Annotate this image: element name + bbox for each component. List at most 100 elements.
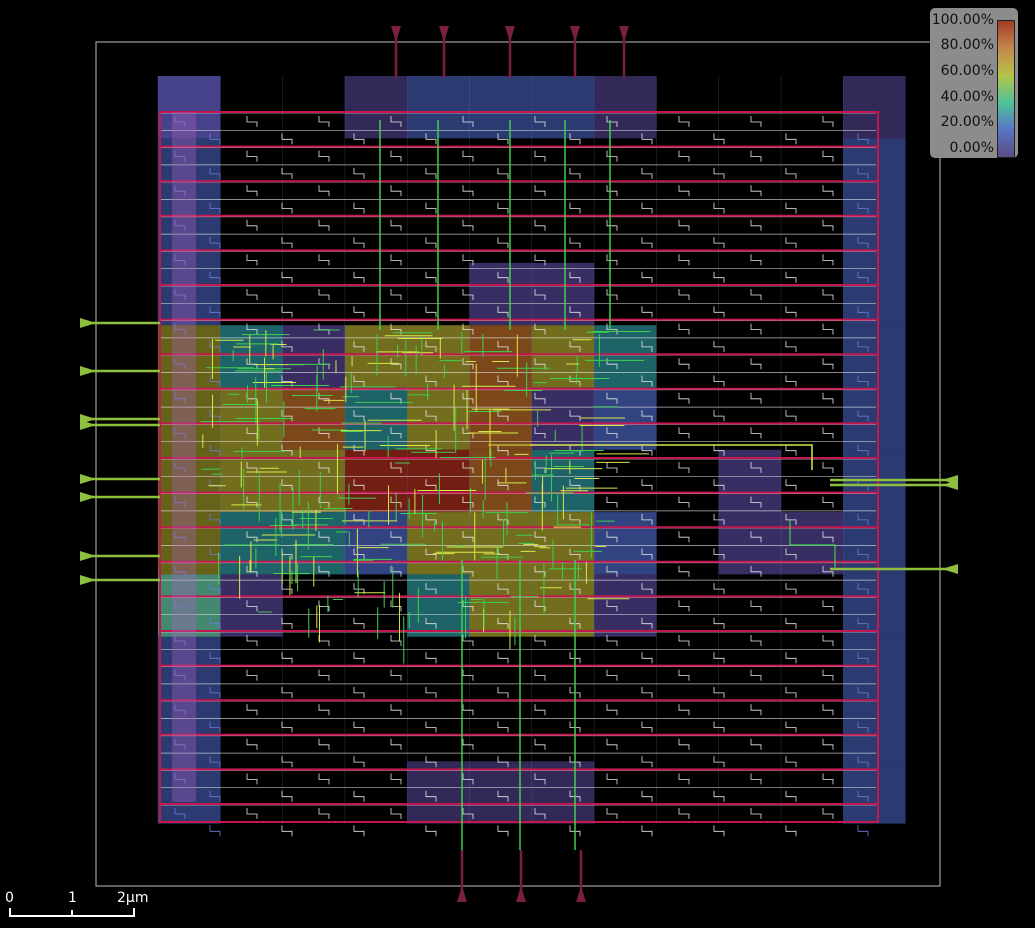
cell-glyph bbox=[462, 254, 474, 266]
heat-tile bbox=[531, 387, 595, 450]
top-pin-arrow bbox=[570, 26, 580, 42]
cell-glyph bbox=[353, 686, 365, 698]
cell-glyph bbox=[281, 306, 293, 318]
cell-glyph bbox=[209, 825, 221, 837]
legend-label: 20.00% bbox=[940, 114, 994, 130]
cell-glyph bbox=[353, 790, 365, 802]
cell-glyph bbox=[534, 150, 546, 162]
cell-glyph bbox=[281, 756, 293, 768]
cell-glyph bbox=[174, 185, 186, 197]
cell-glyph bbox=[713, 133, 725, 145]
cell-glyph bbox=[281, 167, 293, 179]
heat-tile bbox=[843, 699, 906, 762]
cell-glyph bbox=[785, 133, 797, 145]
cell-glyph bbox=[425, 652, 437, 664]
cell-glyph bbox=[281, 790, 293, 802]
bottom-pin-arrow bbox=[516, 886, 526, 902]
cell-glyph bbox=[281, 513, 293, 525]
cell-glyph bbox=[641, 617, 653, 629]
cell-glyph bbox=[641, 479, 653, 491]
input-pin-arrow bbox=[80, 318, 96, 328]
heat-tile bbox=[594, 325, 657, 388]
cell-glyph bbox=[678, 565, 690, 577]
cell-glyph bbox=[318, 185, 330, 197]
heat-tile bbox=[158, 387, 221, 450]
heat-tile bbox=[407, 512, 470, 575]
cell-glyph bbox=[390, 219, 402, 231]
cell-glyph bbox=[822, 738, 834, 750]
heatmap-legend: 100.00% 80.00% 60.00% 40.00% 20.00% 0.00… bbox=[930, 8, 1018, 158]
cell-glyph bbox=[353, 167, 365, 179]
cell-glyph bbox=[606, 773, 618, 785]
cell-glyph bbox=[246, 808, 258, 819]
cell-glyph bbox=[246, 358, 258, 370]
cell-glyph bbox=[497, 410, 509, 422]
cell-glyph bbox=[353, 721, 365, 733]
heat-tile bbox=[407, 387, 470, 450]
cell-glyph bbox=[209, 202, 221, 214]
cell-glyph bbox=[462, 600, 474, 612]
cell-glyph bbox=[353, 410, 365, 422]
cell-glyph bbox=[822, 808, 834, 819]
heat-tile bbox=[843, 636, 906, 699]
cell-glyph bbox=[281, 825, 293, 837]
cell-glyph bbox=[318, 462, 330, 473]
cell-glyph bbox=[606, 704, 618, 716]
cell-glyph bbox=[678, 185, 690, 197]
cell-glyph bbox=[318, 254, 330, 266]
heat-tile bbox=[843, 200, 906, 263]
heat-tile bbox=[843, 574, 906, 637]
heat-tile bbox=[469, 325, 532, 388]
cell-glyph bbox=[713, 583, 725, 595]
cell-glyph bbox=[246, 185, 258, 197]
cell-glyph bbox=[641, 790, 653, 802]
cell-glyph bbox=[318, 738, 330, 750]
heat-tile bbox=[843, 138, 906, 201]
cell-glyph bbox=[713, 340, 725, 352]
cell-glyph bbox=[822, 116, 834, 127]
cell-glyph bbox=[246, 219, 258, 231]
heat-tile bbox=[594, 512, 657, 575]
cell-glyph bbox=[641, 306, 653, 318]
cell-glyph bbox=[534, 635, 546, 646]
cell-glyph bbox=[750, 462, 762, 473]
cell-glyph bbox=[569, 202, 581, 214]
cell-glyph bbox=[750, 531, 762, 543]
cell-glyph bbox=[462, 808, 474, 819]
cell-glyph bbox=[750, 704, 762, 716]
cell-glyph bbox=[174, 808, 186, 819]
cell-glyph bbox=[462, 150, 474, 162]
cell-glyph bbox=[822, 565, 834, 577]
scale-bar-line bbox=[9, 908, 135, 917]
bottom-pin-arrow bbox=[576, 886, 586, 902]
cell-glyph bbox=[318, 808, 330, 819]
cell-glyph bbox=[641, 513, 653, 525]
cell-glyph bbox=[822, 185, 834, 197]
heat-tile bbox=[220, 325, 283, 388]
cell-glyph bbox=[318, 289, 330, 300]
cell-glyph bbox=[318, 669, 330, 681]
cell-glyph bbox=[353, 479, 365, 491]
cell-glyph bbox=[246, 635, 258, 646]
cell-glyph bbox=[462, 531, 474, 543]
legend-label: 40.00% bbox=[940, 89, 994, 105]
cell-glyph bbox=[318, 704, 330, 716]
cell-glyph bbox=[857, 790, 869, 802]
cell-glyph bbox=[281, 583, 293, 595]
cell-glyph bbox=[425, 306, 437, 318]
cell-glyph bbox=[497, 721, 509, 733]
heat-tile bbox=[344, 76, 408, 139]
cell-glyph bbox=[641, 375, 653, 387]
cell-glyph bbox=[713, 652, 725, 664]
cell-glyph bbox=[750, 808, 762, 819]
cell-glyph bbox=[353, 617, 365, 629]
cell-glyph bbox=[822, 669, 834, 681]
cell-glyph bbox=[857, 133, 869, 145]
cell-glyph bbox=[174, 496, 186, 508]
heat-tile bbox=[843, 325, 906, 388]
cell-glyph bbox=[713, 375, 725, 387]
cell-glyph bbox=[209, 271, 221, 283]
cell-glyph bbox=[641, 271, 653, 283]
cell-glyph bbox=[606, 808, 618, 819]
